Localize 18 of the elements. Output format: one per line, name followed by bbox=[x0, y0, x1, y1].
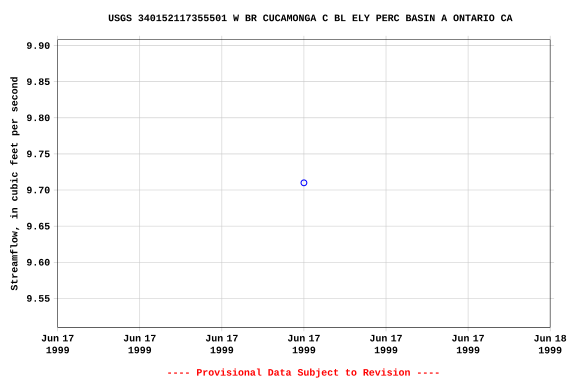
y-tick-label: 9.65 bbox=[26, 222, 50, 230]
x-tick-label: Jun 18 1999 bbox=[534, 334, 566, 354]
text: ---- Provisional Data Subject to Revision ---- bbox=[168, 368, 439, 378]
x-tick-label: Jun 17 1999 bbox=[370, 334, 402, 354]
y-tick-label: 9.60 bbox=[26, 258, 50, 266]
y-tick-label: 9.90 bbox=[26, 42, 50, 49]
chart-title: USGS 340152117355501 W BR CUCAMONGA C BL ELY PERC BASIN A ONTARIO CA bbox=[108, 14, 513, 22]
x-tick-label: Jun 17 1999 bbox=[452, 334, 484, 354]
y-tick-label: 9.80 bbox=[26, 114, 50, 122]
y-tick-label: 9.70 bbox=[26, 186, 50, 194]
y-tick-label: 9.85 bbox=[26, 78, 50, 86]
x-tick-label: Jun 17 1999 bbox=[206, 334, 238, 354]
y-tick-label: 9.75 bbox=[26, 150, 50, 158]
y-axis-title: Streamflow, in cubic feet per second bbox=[10, 77, 20, 290]
x-tick-label: Jun 17 1999 bbox=[124, 334, 156, 354]
x-tick-label: Jun 17 1999 bbox=[42, 334, 74, 354]
y-tick-label: 9.55 bbox=[26, 295, 50, 302]
x-tick-label: Jun 17 1999 bbox=[288, 334, 320, 354]
